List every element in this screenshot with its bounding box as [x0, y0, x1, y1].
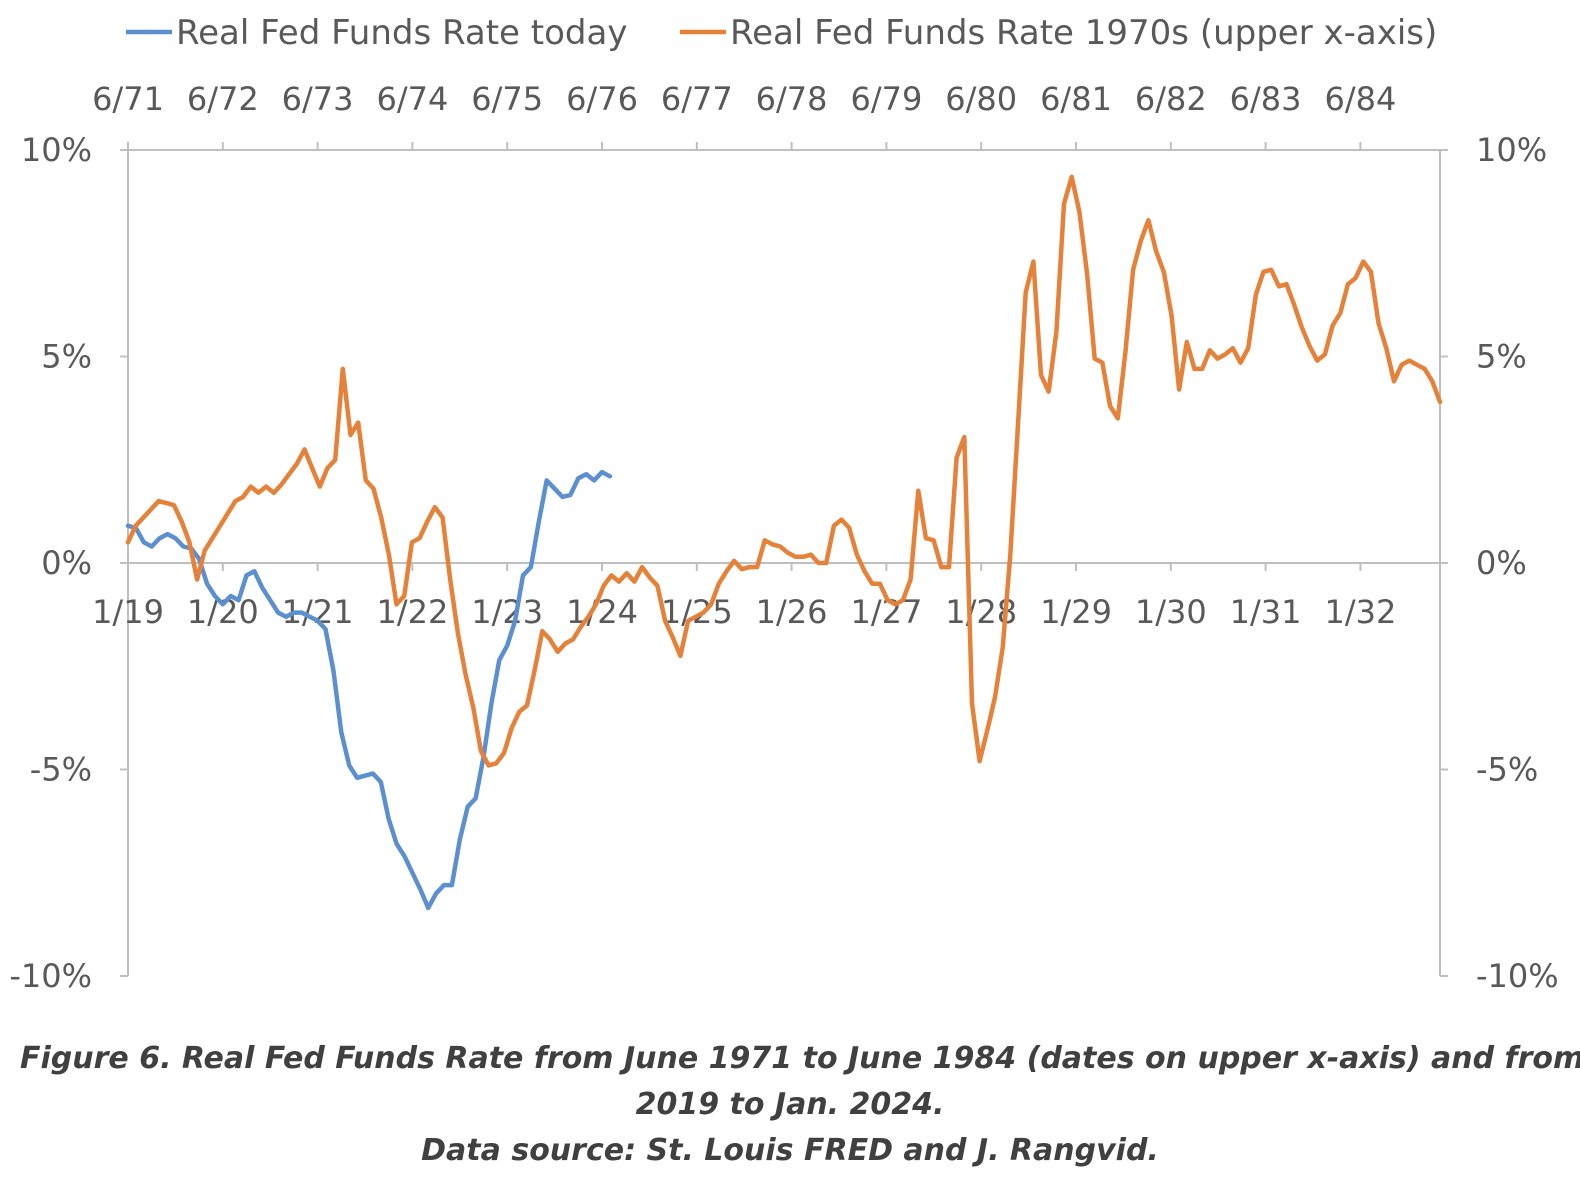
caption-line-2: 2019 to Jan. 2024. — [635, 1087, 945, 1122]
left-y-tick-label: 5% — [41, 338, 92, 376]
left-y-tick-label: 10% — [21, 131, 92, 169]
left-y-tick-label: -10% — [9, 957, 92, 995]
caption-line-3: Data source: St. Louis FRED and J. Rangv… — [421, 1133, 1159, 1168]
upper-x-tick-label: 6/83 — [1230, 80, 1302, 118]
upper-x-tick-label: 6/81 — [1040, 80, 1112, 118]
upper-x-tick-label: 6/82 — [1135, 80, 1207, 118]
left-y-tick-label: -5% — [30, 751, 92, 789]
right-y-tick-label: 0% — [1476, 544, 1527, 582]
upper-x-tick-label: 6/76 — [566, 80, 638, 118]
upper-x-tick-label: 6/77 — [661, 80, 733, 118]
upper-x-tick-label: 6/80 — [945, 80, 1017, 118]
lower-x-tick-label: 1/30 — [1135, 593, 1207, 631]
right-y-tick-label: 10% — [1476, 131, 1547, 169]
upper-x-tick-label: 6/78 — [756, 80, 828, 118]
upper-x-tick-label: 6/84 — [1324, 80, 1396, 118]
legend-item-today-label: Real Fed Funds Rate today — [176, 13, 627, 53]
lower-x-tick-label: 1/29 — [1040, 593, 1112, 631]
lower-x-tick-label: 1/22 — [376, 593, 448, 631]
lower-x-tick-label: 1/20 — [187, 593, 259, 631]
series-line-1970s — [125, 174, 1443, 768]
series-line-today — [125, 469, 613, 911]
lower-x-tick-label: 1/31 — [1230, 593, 1302, 631]
legend-item-1970s-label: Real Fed Funds Rate 1970s (upper x-axis) — [730, 13, 1437, 53]
figure-caption: Figure 6. Real Fed Funds Rate from June … — [20, 1036, 1580, 1174]
lower-x-tick-label: 1/23 — [471, 593, 543, 631]
lower-x-tick-label: 1/32 — [1324, 593, 1396, 631]
lower-x-tick-label: 1/24 — [566, 593, 638, 631]
right-y-tick-label: -5% — [1476, 751, 1538, 789]
lower-x-tick-label: 1/26 — [756, 593, 828, 631]
chart-svg: 10% 10%5% 5%0% 0%-5% -5%-10% -10%1/19 1/20 1/21… — [9, 13, 1559, 995]
upper-x-tick-label: 6/73 — [282, 80, 354, 118]
upper-x-tick-label: 6/75 — [471, 80, 543, 118]
right-y-tick-label: 5% — [1476, 338, 1527, 376]
upper-x-tick-label: 6/71 — [92, 80, 164, 118]
left-y-tick-label: 0% — [41, 544, 92, 582]
caption-line-1: Figure 6. Real Fed Funds Rate from June … — [20, 1041, 1580, 1076]
lower-x-tick-label: 1/25 — [661, 593, 733, 631]
upper-x-tick-label: 6/79 — [850, 80, 922, 118]
lower-x-tick-label: 1/19 — [92, 593, 164, 631]
right-y-tick-label: -10% — [1476, 957, 1559, 995]
upper-x-tick-label: 6/74 — [376, 80, 448, 118]
upper-x-tick-label: 6/72 — [187, 80, 259, 118]
